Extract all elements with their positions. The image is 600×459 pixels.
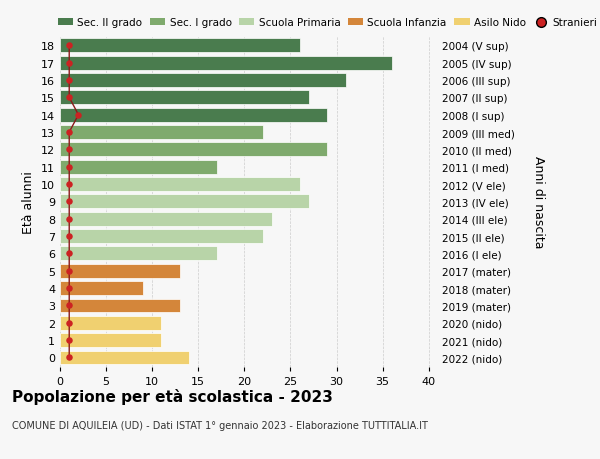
Text: COMUNE DI AQUILEIA (UD) - Dati ISTAT 1° gennaio 2023 - Elaborazione TUTTITALIA.I: COMUNE DI AQUILEIA (UD) - Dati ISTAT 1° … [12, 420, 428, 430]
Bar [60, 333, 161, 347]
Point [64, 43, 74, 50]
Y-axis label: Età alunni: Età alunni [22, 171, 35, 233]
Point [64, 198, 74, 206]
Point [64, 337, 74, 344]
Bar [60, 281, 143, 296]
Point [64, 319, 74, 327]
Point [64, 146, 74, 154]
Point [64, 216, 74, 223]
Point [64, 354, 74, 361]
Point [64, 250, 74, 257]
Bar [60, 56, 392, 71]
Bar [60, 316, 161, 330]
Point [64, 181, 74, 188]
Point [64, 233, 74, 240]
Bar [60, 195, 309, 209]
Point [64, 164, 74, 171]
Point [74, 112, 83, 119]
Bar [60, 91, 309, 105]
Bar [60, 126, 263, 140]
Point [64, 60, 74, 67]
Bar [60, 143, 328, 157]
Bar [60, 161, 217, 174]
Bar [60, 351, 189, 364]
Point [64, 268, 74, 275]
Bar [60, 213, 272, 226]
Bar [60, 264, 180, 278]
Bar [60, 299, 180, 313]
Point [64, 302, 74, 309]
Bar [60, 108, 328, 123]
Legend: Sec. II grado, Sec. I grado, Scuola Primaria, Scuola Infanzia, Asilo Nido, Stran: Sec. II grado, Sec. I grado, Scuola Prim… [58, 18, 598, 28]
Text: Popolazione per età scolastica - 2023: Popolazione per età scolastica - 2023 [12, 388, 333, 404]
Bar [60, 247, 217, 261]
Bar [60, 178, 300, 191]
Point [64, 285, 74, 292]
Point [64, 95, 74, 102]
Point [64, 77, 74, 84]
Bar [60, 230, 263, 243]
Point [64, 129, 74, 136]
Y-axis label: Anni di nascita: Anni di nascita [532, 156, 545, 248]
Bar [60, 74, 346, 88]
Bar [60, 39, 300, 53]
